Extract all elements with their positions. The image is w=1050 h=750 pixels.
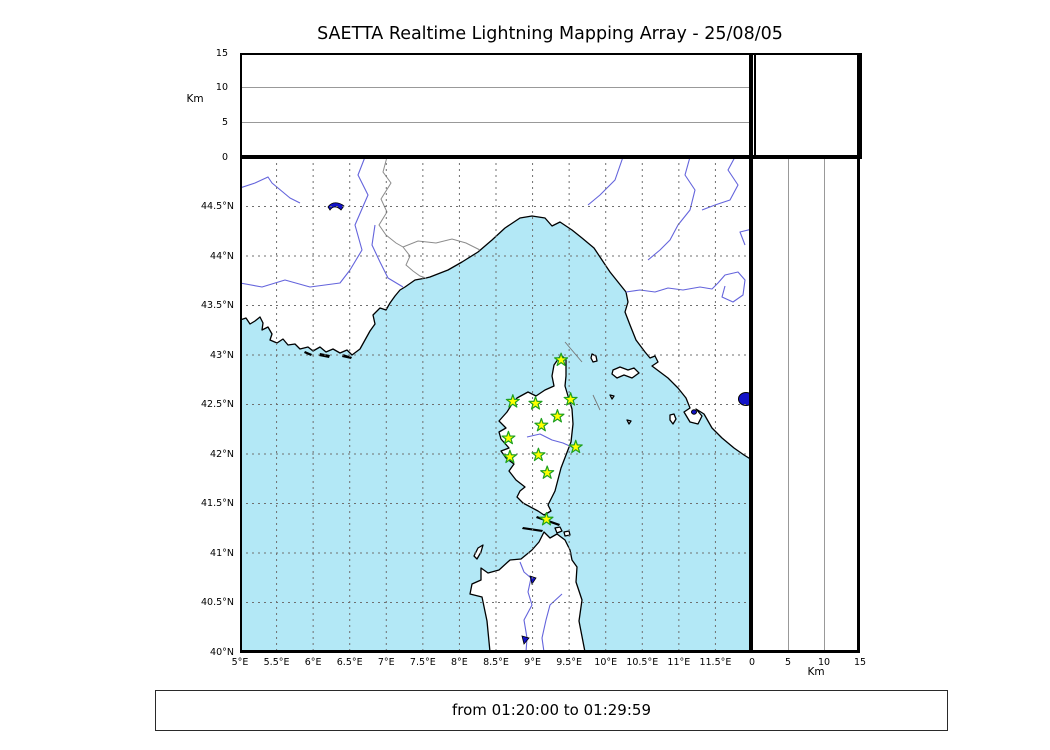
border-left	[240, 53, 242, 653]
lake	[691, 409, 697, 415]
lon-tick-label: 11.5°E	[699, 657, 732, 668]
station-star-marker	[501, 430, 516, 445]
river	[647, 157, 696, 261]
lat-tick-label: 42.5°N	[200, 399, 234, 410]
lat-tick-label: 43.5°N	[200, 300, 234, 311]
lat-tick-label: 42°N	[210, 448, 234, 460]
lat-tick-label: 43°N	[210, 349, 234, 361]
station-star-marker	[550, 408, 565, 423]
corner-box	[754, 53, 862, 159]
border-top	[240, 53, 860, 55]
altitude-gridline	[787, 157, 789, 652]
altitude-tick-label: 0	[221, 151, 228, 163]
lon-tick-label: 6.5°E	[336, 657, 363, 668]
lon-tick-label: 10°E	[594, 657, 618, 668]
altitude-latitude-panel	[752, 157, 860, 652]
landmass	[554, 526, 563, 534]
station-star-marker	[563, 392, 578, 406]
altitude-tick-label: 0	[748, 657, 756, 668]
river	[739, 228, 752, 246]
lat-tick-label: 44°N	[210, 250, 234, 262]
geographic-map	[240, 157, 752, 652]
islet	[304, 351, 312, 356]
lon-tick-label: 5.5°E	[263, 657, 290, 668]
altitude-tick-label: 15	[215, 47, 228, 59]
altitude-tick-label: 5	[784, 657, 792, 668]
border-separator	[240, 155, 860, 159]
lon-tick-label: 9.5°E	[556, 657, 583, 668]
river	[519, 561, 533, 652]
station-star-marker	[505, 394, 520, 408]
altitude-tick-label: 10	[817, 657, 831, 668]
lat-tick-label: 41°N	[210, 547, 234, 559]
river	[587, 157, 624, 206]
altitude-gridline	[240, 121, 752, 123]
station-star-marker	[502, 449, 517, 464]
km-axis-label-right: Km	[807, 666, 825, 678]
lon-tick-label: 7.5°E	[409, 657, 436, 668]
lon-tick-label: 6°E	[304, 657, 322, 668]
landmass	[563, 530, 571, 537]
station-star-marker	[540, 465, 555, 479]
landmass	[609, 394, 615, 400]
river	[701, 157, 739, 211]
river	[240, 176, 301, 204]
station-star-marker	[534, 417, 549, 432]
landmass	[626, 419, 632, 425]
station-star-marker	[528, 396, 543, 410]
border-bottom	[240, 650, 860, 653]
coast-fragment	[592, 394, 601, 411]
border-map-right	[749, 53, 753, 653]
page-title: SAETTA Realtime Lightning Mapping Array …	[317, 24, 783, 44]
lake	[521, 635, 530, 645]
lon-tick-label: 11°E	[667, 657, 691, 668]
islet	[342, 354, 352, 359]
river	[240, 157, 369, 288]
lon-tick-label: 5°E	[231, 657, 249, 668]
lat-tick-label: 40°N	[210, 646, 234, 658]
time-window-text: from 01:20:00 to 01:29:59	[451, 701, 651, 719]
altitude-gridline	[240, 87, 752, 89]
river	[371, 224, 404, 288]
lon-tick-label: 8°E	[451, 657, 468, 668]
station-star-marker	[554, 352, 569, 367]
time-window-box: from 01:20:00 to 01:29:59	[155, 690, 948, 731]
river	[526, 433, 575, 449]
landmass	[240, 157, 752, 461]
border-right	[857, 53, 860, 653]
landmass	[473, 544, 484, 560]
lat-tick-label: 40.5°N	[200, 597, 234, 608]
lat-tick-label: 41.5°N	[200, 498, 234, 509]
river	[625, 271, 746, 303]
altitude-tick-label: 5	[221, 116, 228, 128]
altitude-tick-label: 10	[215, 82, 228, 94]
station-star-marker	[539, 511, 554, 526]
river	[541, 593, 563, 652]
lon-tick-label: 7°E	[377, 657, 395, 668]
landmass	[611, 366, 640, 379]
station-star-marker	[531, 447, 546, 462]
lat-tick-label: 44.5°N	[200, 201, 234, 212]
lake	[738, 392, 752, 406]
altitude-gridline	[823, 157, 825, 652]
lon-tick-label: 9°E	[524, 657, 541, 668]
lon-tick-label: 8.5°E	[483, 657, 509, 668]
altitude-longitude-panel	[240, 53, 752, 157]
lon-tick-label: 10.5°E	[626, 657, 659, 668]
country-border	[402, 238, 481, 251]
landmass	[590, 353, 598, 363]
country-border	[378, 157, 427, 279]
km-axis-label-top: Km	[186, 93, 204, 105]
station-star-marker	[568, 439, 583, 454]
altitude-tick-label: 15	[853, 657, 867, 668]
landmass	[669, 413, 677, 425]
map-panel	[240, 157, 752, 652]
coast-fragment	[564, 341, 583, 363]
